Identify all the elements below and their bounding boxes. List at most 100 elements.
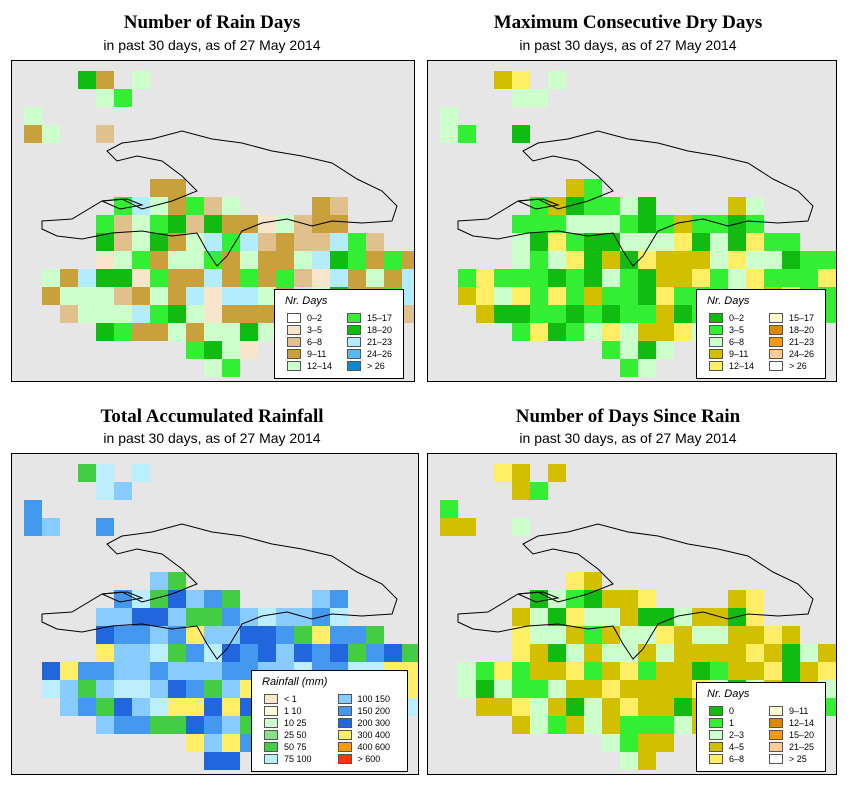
grid-cell — [96, 608, 114, 626]
grid-cell — [548, 716, 566, 734]
legend-label: 6–8 — [729, 754, 745, 764]
grid-cell — [132, 269, 150, 287]
grid-cell — [366, 626, 384, 644]
legend-swatch — [287, 313, 301, 323]
grid-cell — [566, 179, 584, 197]
grid-cell — [440, 107, 458, 125]
grid-cell — [222, 680, 240, 698]
grid-cell — [728, 662, 746, 680]
coastline — [41, 523, 398, 660]
grid-cell — [96, 716, 114, 734]
grid-cell — [440, 500, 458, 518]
grid-cell — [656, 215, 674, 233]
legend-swatch — [264, 706, 278, 716]
grid-cell — [620, 626, 638, 644]
grid-cell — [674, 233, 692, 251]
grid-cell — [638, 341, 656, 359]
grid-cell — [674, 287, 692, 305]
grid-cell — [818, 269, 836, 287]
grid-cell — [602, 644, 620, 662]
map-rainfall[interactable]: Rainfall (mm) < 1 1 10 10 25 25 50 50 75 75 10… — [11, 453, 419, 775]
grid-cell — [746, 215, 764, 233]
legend-label: 12–14 — [789, 718, 815, 728]
grid-cell — [240, 215, 258, 233]
grid-cell — [800, 251, 818, 269]
grid-cell — [782, 269, 800, 287]
grid-cell — [584, 287, 602, 305]
grid-cell — [186, 197, 204, 215]
grid-cell — [204, 680, 222, 698]
grid-cell — [114, 251, 132, 269]
grid-cell — [114, 287, 132, 305]
grid-cell — [168, 626, 186, 644]
grid-cell — [620, 680, 638, 698]
grid-cell — [150, 644, 168, 662]
legend-label: 4–5 — [729, 742, 745, 752]
map-days-since-rain[interactable]: Nr. Days 0 1 2–3 4–5 6–8 9–11 12–14 15–20 21–25 > … — [427, 453, 837, 775]
grid-cell — [656, 698, 674, 716]
legend-swatch — [769, 361, 783, 371]
grid-cell — [114, 662, 132, 680]
grid-cell — [746, 626, 764, 644]
grid-cell — [258, 305, 276, 323]
grid-cell — [656, 287, 674, 305]
legend-label: 2–3 — [729, 730, 745, 740]
grid-cell — [276, 269, 294, 287]
grid-cell — [222, 734, 240, 752]
map-rain-days[interactable]: Nr. Days 0–2 3–5 6–8 9–11 12–14 15–17 18–20 21–2… — [11, 60, 415, 382]
grid-cell — [186, 305, 204, 323]
grid-cell — [548, 269, 566, 287]
coastline — [457, 523, 814, 660]
grid-cell — [746, 269, 764, 287]
grid-cell — [512, 305, 530, 323]
grid-cell — [240, 608, 258, 626]
grid-cell — [150, 680, 168, 698]
grid-cell — [512, 698, 530, 716]
grid-cell — [222, 359, 240, 377]
grid-cell — [584, 269, 602, 287]
map-legend: Nr. Days 0 1 2–3 4–5 6–8 9–11 12–14 15–20 21–25 > … — [696, 682, 826, 772]
legend-swatch — [709, 349, 723, 359]
grid-cell — [692, 215, 710, 233]
grid-cell — [458, 680, 476, 698]
grid-cell — [512, 716, 530, 734]
panel-title-rain-days: Number of Rain Days — [123, 12, 301, 33]
grid-cell — [674, 251, 692, 269]
grid-cell — [168, 215, 186, 233]
grid-cell — [96, 464, 114, 482]
grid-cell — [800, 644, 818, 662]
grid-cell — [240, 287, 258, 305]
grid-cell — [204, 698, 222, 716]
grid-cell — [566, 287, 584, 305]
grid-cell — [258, 323, 276, 341]
grid-cell — [620, 590, 638, 608]
grid-cell — [60, 698, 78, 716]
grid-cell — [150, 233, 168, 251]
grid-cell — [566, 698, 584, 716]
grid-cell — [692, 251, 710, 269]
grid-cell — [402, 644, 418, 662]
legend-swatch — [337, 694, 352, 704]
legend-swatch — [769, 337, 783, 347]
grid-cell — [240, 323, 258, 341]
legend-swatch — [287, 325, 301, 335]
grid-cell — [96, 305, 114, 323]
grid-cell — [276, 233, 294, 251]
grid-cell — [330, 215, 348, 233]
grid-cell — [114, 305, 132, 323]
grid-cell — [458, 287, 476, 305]
grid-cell — [114, 215, 132, 233]
grid-cell — [366, 251, 384, 269]
grid-cell — [512, 644, 530, 662]
grid-cell — [602, 197, 620, 215]
grid-cell — [384, 644, 402, 662]
grid-cell — [566, 572, 584, 590]
grid-cell — [746, 233, 764, 251]
grid-cell — [240, 644, 258, 662]
grid-cell — [60, 305, 78, 323]
grid-cell — [168, 608, 186, 626]
legend-swatch — [709, 313, 723, 323]
grid-cell — [566, 608, 584, 626]
grid-cell — [384, 251, 402, 269]
map-dry-days[interactable]: Nr. Days 0–2 3–5 6–8 9–11 12–14 15–17 18–20 21–2… — [427, 60, 837, 382]
